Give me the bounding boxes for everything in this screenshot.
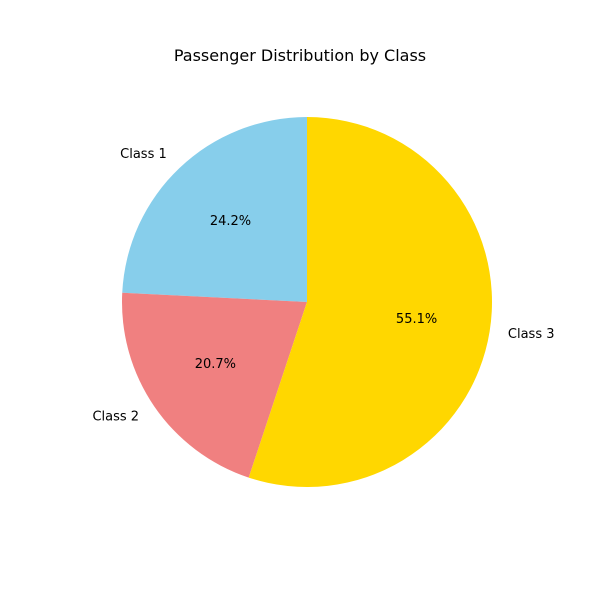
chart-title: Passenger Distribution by Class	[173, 46, 427, 65]
pie-slice-class-3	[248, 117, 492, 488]
slice-label-class-2: Class 2	[92, 409, 139, 424]
slice-percent-class-2: 20.7%	[195, 357, 236, 372]
pie-slice-class-2	[122, 292, 308, 478]
pie-labels: Class 1 24.2% Class 2 20.7% Class 3 55.1%	[92, 147, 554, 424]
slice-percent-class-3: 55.1%	[396, 312, 437, 327]
pie-slice-class-1	[122, 117, 307, 302]
pie-slices	[122, 117, 492, 488]
slice-percent-class-1: 24.2%	[210, 214, 251, 229]
slice-label-class-1: Class 1	[120, 147, 167, 162]
slice-label-class-3: Class 3	[508, 327, 555, 342]
